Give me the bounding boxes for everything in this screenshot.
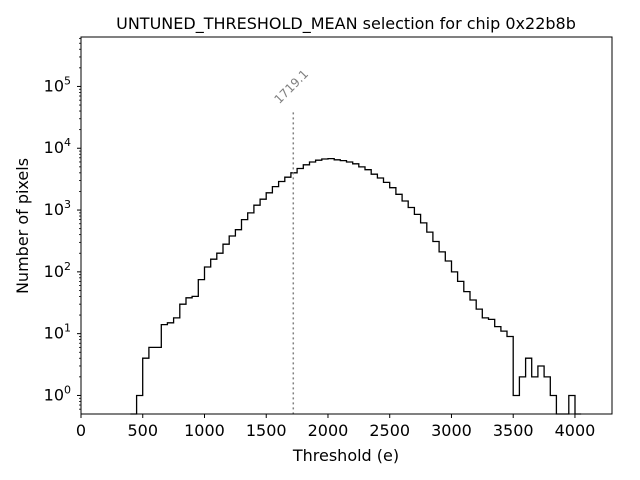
x-tick-label: 3000 bbox=[431, 421, 472, 440]
y-axis-ticks: 100 101 102 103 104 105 bbox=[44, 37, 81, 410]
y-tick-label: 101 bbox=[44, 322, 71, 343]
x-tick-label: 0 bbox=[76, 421, 86, 440]
y-tick-label: 105 bbox=[44, 74, 71, 95]
x-tick-label: 2000 bbox=[308, 421, 349, 440]
y-axis-label: Number of pixels bbox=[13, 158, 32, 294]
y-tick-label: 100 bbox=[44, 383, 71, 404]
y-tick-label: 102 bbox=[44, 260, 71, 281]
x-tick-label: 4000 bbox=[555, 421, 596, 440]
x-tick-label: 1000 bbox=[184, 421, 225, 440]
x-tick-label: 1500 bbox=[246, 421, 287, 440]
mean-marker-label: 1719.1 bbox=[272, 67, 312, 107]
x-tick-label: 2500 bbox=[369, 421, 410, 440]
x-axis-label: Threshold (e) bbox=[292, 446, 399, 465]
y-tick-label: 103 bbox=[44, 198, 71, 219]
axes-frame bbox=[80, 36, 613, 415]
x-tick-label: 3500 bbox=[493, 421, 534, 440]
y-tick-label: 104 bbox=[44, 136, 71, 157]
plot-area: 1719.1 bbox=[130, 67, 582, 415]
x-tick-label: 500 bbox=[127, 421, 158, 440]
chart-title: UNTUNED_THRESHOLD_MEAN selection for chi… bbox=[116, 14, 576, 34]
histogram-outline bbox=[130, 157, 582, 415]
x-axis-ticks: 0 500 1000 1500 2000 2500 3000 3500 4000 bbox=[76, 414, 595, 440]
